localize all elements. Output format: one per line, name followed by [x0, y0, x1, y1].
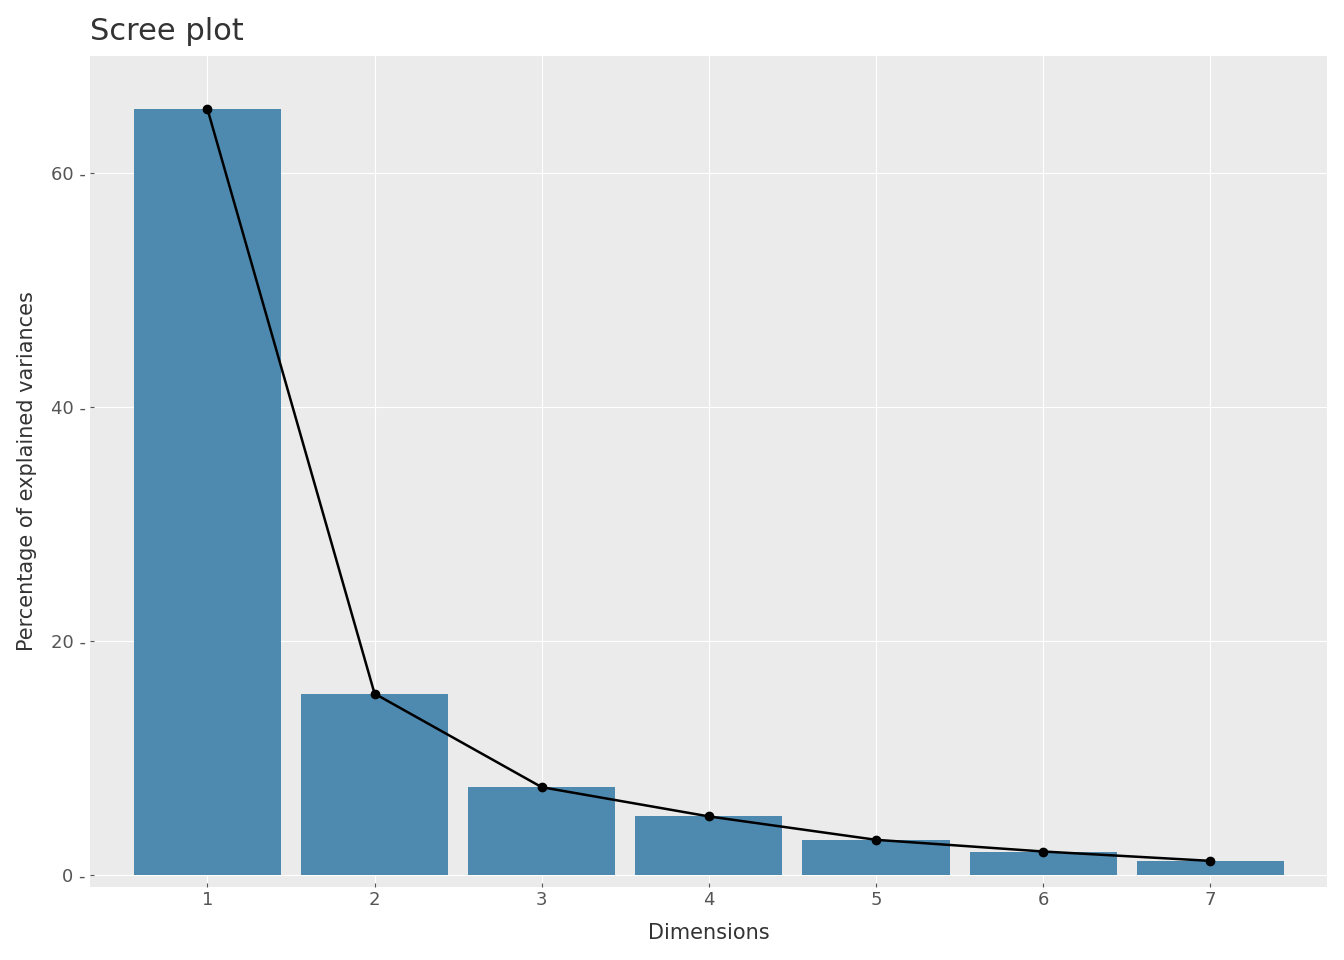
Y-axis label: Percentage of explained variances: Percentage of explained variances — [16, 292, 36, 652]
Bar — [468, 787, 616, 875]
Bar — [969, 852, 1117, 875]
Bar — [636, 816, 782, 875]
Bar — [1137, 861, 1284, 875]
Bar — [802, 840, 950, 875]
Bar — [301, 694, 448, 875]
X-axis label: Dimensions: Dimensions — [648, 924, 770, 944]
Bar — [134, 108, 281, 875]
Text: Scree plot: Scree plot — [90, 16, 245, 46]
